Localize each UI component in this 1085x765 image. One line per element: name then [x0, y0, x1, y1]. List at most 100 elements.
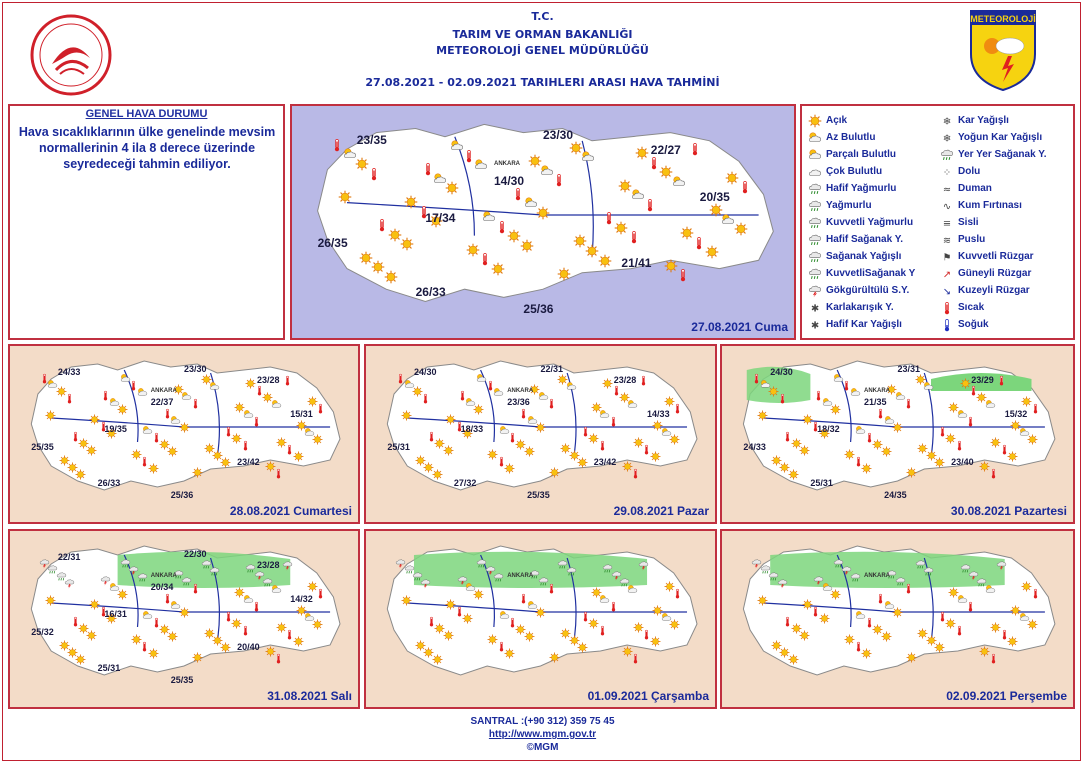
legend-label: Hafif Kar Yağışlı — [826, 319, 902, 330]
sun-icon — [557, 372, 568, 390]
sun-icon — [78, 436, 89, 454]
general-weather-text: Hava sıcaklıklarının ülke genelinde mevs… — [18, 125, 276, 171]
region-boundary — [51, 417, 185, 428]
sun-cloud-icon — [721, 213, 735, 232]
sun-icon — [757, 593, 768, 611]
sun-icon — [404, 195, 418, 214]
legend-item: ≡ Sisli — [940, 214, 979, 231]
hot-thermometer-icon — [692, 236, 706, 255]
snow-icon: ❄ — [940, 114, 954, 128]
shower-icon — [619, 575, 630, 593]
hot-thermometer-icon — [511, 187, 525, 206]
hot-thermometer-icon — [672, 401, 683, 419]
legend-item: Parçalı Bulutlu — [808, 146, 896, 163]
legend-item: Soğuk — [940, 316, 989, 333]
sun-cloud-icon — [243, 407, 254, 425]
sun-icon — [204, 626, 215, 644]
hot-thermometer-icon — [611, 383, 622, 401]
sun-icon — [179, 605, 190, 623]
hot-thermometer-icon — [597, 623, 608, 641]
sun-cloud-icon — [304, 425, 315, 443]
sun-icon — [819, 611, 830, 629]
hot-thermometer-icon — [738, 180, 752, 199]
sun-icon — [212, 448, 223, 466]
sun-cloud-icon — [760, 377, 771, 395]
sun-icon — [412, 384, 423, 402]
shower-icon — [412, 569, 423, 587]
hot-thermometer-icon — [864, 615, 875, 633]
shower-icon — [529, 567, 540, 585]
sun-icon — [432, 467, 443, 485]
sun-icon — [802, 597, 813, 615]
sun-icon — [429, 214, 443, 233]
sun-icon — [296, 418, 307, 436]
sun-icon — [768, 384, 779, 402]
hot-thermometer-icon — [223, 609, 234, 627]
legend-label: Dolu — [958, 166, 981, 177]
sun-icon — [462, 611, 473, 629]
sun-icon — [355, 157, 369, 176]
sun-icon — [844, 447, 855, 465]
sun-icon — [535, 605, 546, 623]
temperature-label: 23/30 — [543, 128, 574, 143]
sun-icon — [75, 467, 86, 485]
footer-url[interactable]: http://www.mgm.gov.tr — [488, 729, 597, 740]
temperature-label: 20/34 — [150, 582, 174, 592]
legend-label: KuvvetliSağanak Y — [826, 268, 916, 279]
hot-thermometer-icon — [580, 609, 591, 627]
hot-thermometer-icon — [251, 414, 262, 432]
map-date-label: 31.08.2021 Salı — [267, 689, 352, 703]
sun-cloud-icon — [109, 580, 120, 598]
thunderstorm-icon — [638, 558, 649, 576]
sun-cloud-icon — [855, 608, 866, 626]
sun-icon — [757, 408, 768, 426]
hot-thermometer-icon — [777, 391, 788, 409]
sun-icon — [560, 441, 571, 459]
sun-cloud-icon — [808, 148, 822, 162]
temperature-label: 26/33 — [97, 478, 121, 488]
hot-thermometer-icon — [875, 406, 886, 424]
svg-text:⚑: ⚑ — [943, 252, 952, 263]
forecast-range-title: 27.08.2021 - 02.09.2021 TARIHLERI ARASI … — [365, 76, 720, 89]
shower-icon — [566, 564, 577, 582]
hot-thermometer-icon — [546, 396, 557, 414]
sun-cloud-icon — [482, 210, 496, 229]
sun-icon — [573, 234, 587, 253]
sun-cloud-icon — [822, 580, 833, 598]
temperature-label: 22/27 — [650, 142, 681, 157]
logo-text: METEOROLOJİ — [970, 14, 1036, 24]
hot-thermometer-icon — [580, 424, 591, 442]
hot-thermometer-icon — [151, 615, 162, 633]
hot-thermometer-icon — [937, 424, 948, 442]
sun-icon — [844, 632, 855, 650]
sun-cloud-icon — [566, 379, 577, 397]
sun-icon — [771, 638, 782, 656]
sun-icon — [598, 254, 612, 273]
hot-thermometer-icon — [282, 373, 293, 391]
thunderstorm-icon — [808, 284, 822, 298]
region-boundary — [836, 369, 852, 443]
sun-icon — [445, 181, 459, 200]
sun-icon — [808, 114, 822, 128]
hot-thermometer-icon — [426, 614, 437, 632]
temperature-label: 22/31 — [57, 552, 81, 562]
region-boundary — [923, 557, 934, 643]
thunderstorm-icon — [420, 576, 431, 594]
sun-icon — [507, 229, 521, 248]
hot-thermometer-icon — [627, 230, 641, 249]
sun-cloud-icon — [884, 413, 895, 431]
sun-icon — [167, 629, 178, 647]
hot-thermometer-icon — [426, 429, 437, 447]
legend-item: ≈ Duman — [940, 180, 992, 197]
sun-cloud-icon — [181, 389, 192, 407]
hot-thermometer-icon — [367, 167, 381, 186]
sun-cloud-icon — [209, 379, 220, 397]
sun-icon — [892, 420, 903, 438]
city-label-ankara: ANKARA — [864, 388, 890, 394]
sun-icon — [131, 447, 142, 465]
hot-thermometer-icon — [98, 604, 109, 622]
hot-thermometer-icon — [240, 438, 251, 456]
sun-icon — [819, 426, 830, 444]
shower-icon — [120, 556, 131, 574]
sun-cloud-icon — [627, 397, 638, 415]
